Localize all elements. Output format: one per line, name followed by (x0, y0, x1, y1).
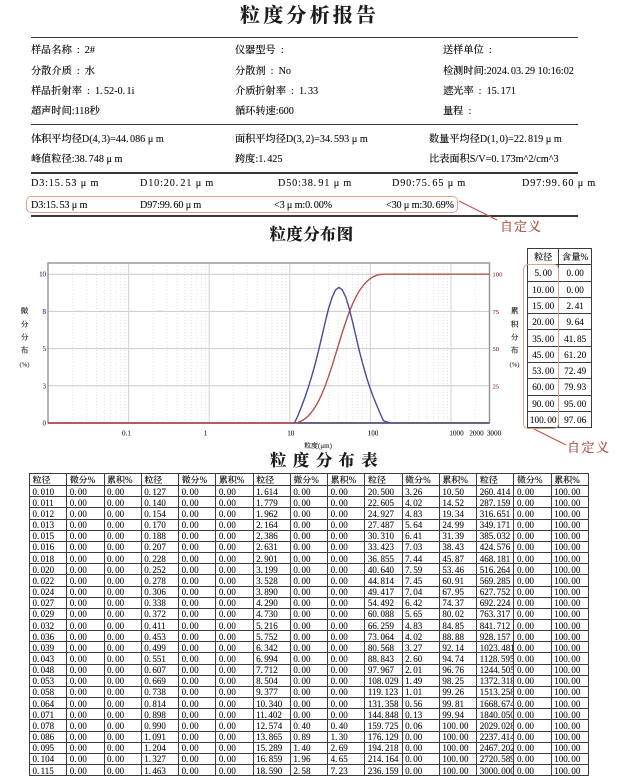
svg-text:积: 积 (510, 319, 519, 330)
svg-text:100: 100 (493, 272, 504, 279)
svg-text:5: 5 (43, 346, 47, 353)
svg-text:3: 3 (43, 383, 47, 390)
svg-text:2000: 2000 (469, 430, 484, 438)
svg-text:微: 微 (21, 306, 29, 317)
svg-text:分: 分 (21, 332, 29, 343)
svg-text:(%): (%) (510, 359, 520, 369)
svg-text:75: 75 (493, 309, 500, 316)
svg-text:8: 8 (43, 309, 47, 316)
svg-text:25: 25 (493, 383, 500, 390)
svg-text:1000: 1000 (449, 430, 464, 438)
svg-text:0: 0 (43, 421, 47, 428)
svg-text:10: 10 (287, 430, 295, 438)
svg-text:(%): (%) (20, 359, 30, 369)
svg-text:布: 布 (511, 345, 519, 356)
svg-text:累: 累 (510, 306, 519, 317)
svg-text:50: 50 (493, 346, 500, 353)
svg-text:1: 1 (204, 430, 208, 438)
svg-text:粒度(μm): 粒度(μm) (304, 441, 333, 451)
svg-text:布: 布 (21, 345, 29, 356)
svg-text:3000: 3000 (487, 430, 502, 438)
svg-text:分: 分 (511, 332, 519, 343)
svg-text:100: 100 (368, 430, 379, 438)
svg-text:分: 分 (21, 319, 29, 330)
svg-text:10: 10 (39, 272, 46, 279)
svg-text:0.1: 0.1 (122, 430, 131, 438)
